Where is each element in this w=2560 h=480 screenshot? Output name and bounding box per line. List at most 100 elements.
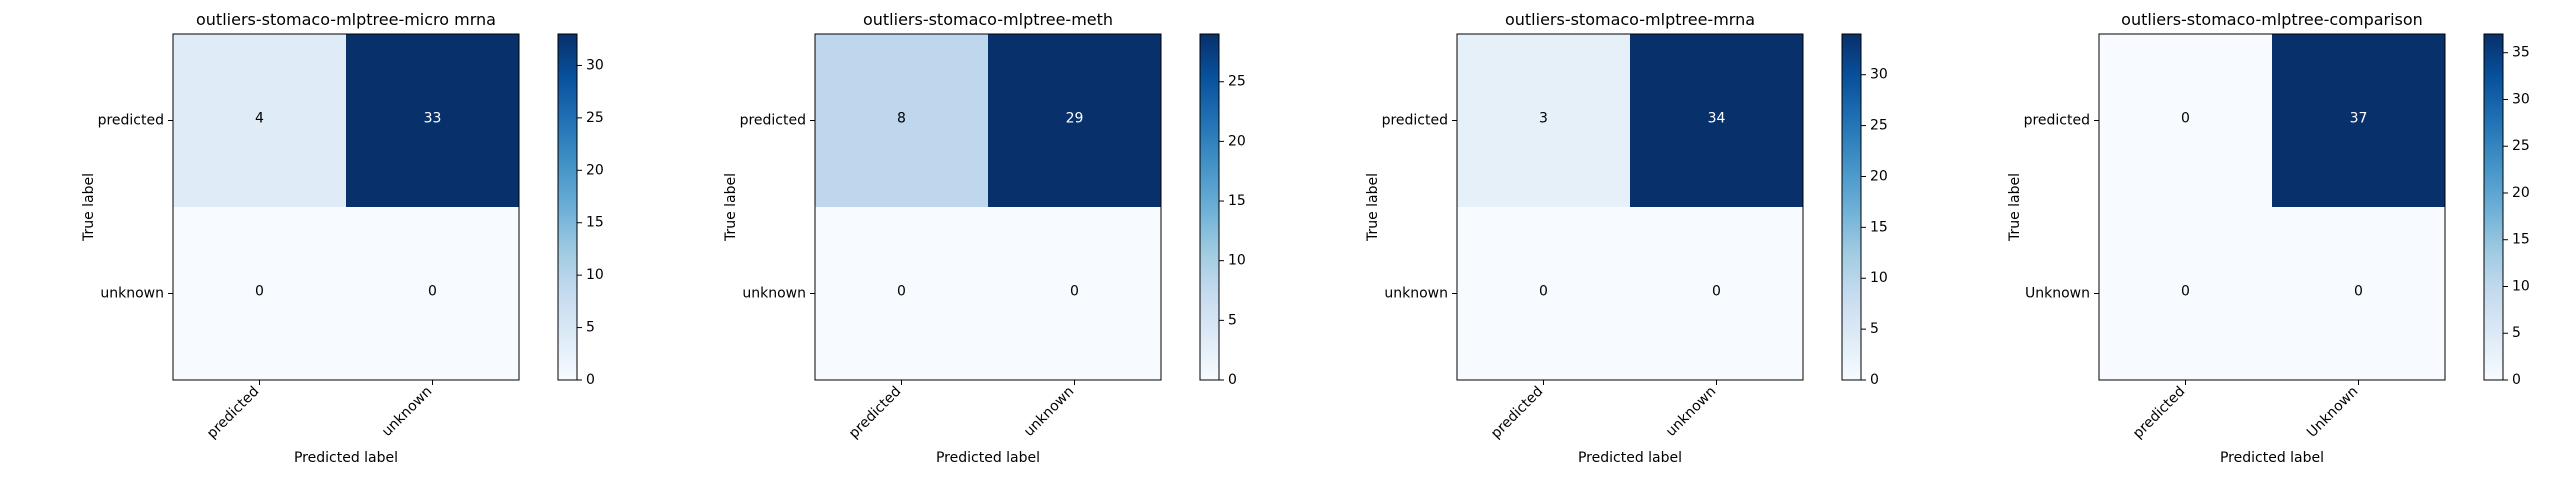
colorbar-gradient [1200,34,1219,380]
y-tick-label: predicted [98,113,164,129]
colorbar-tick-label: 5 [2512,325,2521,341]
colorbar-tick-label: 5 [586,320,595,336]
colorbar-tick-label: 15 [586,215,604,231]
y-axis-label: True label [723,173,739,242]
heatmap-cell [2099,207,2272,380]
y-axis-label: True label [1365,173,1381,242]
colorbar-tick-label: 20 [1870,168,1888,184]
x-tick-label: unknown [1663,384,1719,440]
cell-value-label: 29 [1066,111,1084,127]
cell-value-label: 3 [1539,111,1548,127]
colorbar-gradient [2484,34,2503,380]
colorbar-tick-label: 20 [2512,185,2530,201]
y-tick-label: Unknown [2025,286,2090,302]
heatmap-cell [815,207,988,380]
colorbar-gradient [558,34,577,380]
heatmap-cell [1630,207,1803,380]
y-tick-label: predicted [1382,113,1448,129]
cell-value-label: 0 [2181,111,2190,127]
heatmap-cell [173,207,346,380]
x-tick-label: predicted [846,384,904,442]
colorbar-gradient [1842,34,1861,380]
heatmap-cell [346,34,519,207]
confusion-matrix-panel-1: 4 33 0 0 outliers-stomaco-mlptree-micro mrna… [81,10,604,466]
confusion-matrix-panel-2: 8 29 0 0 outliers-stomaco-mlptree-meth predic… [723,10,1246,466]
cell-value-label: 4 [255,111,264,127]
axes-frame [2098,33,2446,381]
axes-frame [814,33,1162,381]
axes-frame [172,33,520,381]
cell-value-label: 0 [2181,284,2190,300]
colorbar-tick-label: 25 [1870,118,1888,134]
y-tick-label: unknown [1384,286,1448,302]
colorbar-tick-label: 15 [1870,219,1888,235]
colorbar-tick-label: 0 [2512,372,2521,388]
heatmap-cell [1630,34,1803,207]
y-axis-label: True label [81,173,97,242]
colorbar-tick-label: 35 [2512,45,2530,61]
cell-value-label: 0 [428,284,437,300]
colorbar-tick-label: 5 [1228,312,1237,328]
colorbar-tick-label: 0 [1870,372,1879,388]
x-axis-label: Predicted label [1578,450,1682,466]
x-axis-label: Predicted label [294,450,398,466]
x-tick-label: predicted [1488,384,1546,442]
cell-value-label: 37 [2350,111,2368,127]
cell-value-label: 0 [1712,284,1721,300]
cell-value-label: 0 [1539,284,1548,300]
x-tick-label: predicted [2130,384,2188,442]
colorbar-tick-label: 10 [1228,253,1246,269]
y-axis-label: True label [2007,173,2023,242]
colorbar-tick-label: 30 [2512,91,2530,107]
colorbar-tick-label: 20 [586,162,604,178]
heatmap-cell [346,207,519,380]
colorbar-tick-label: 30 [1870,67,1888,83]
y-tick-label: predicted [740,113,806,129]
heatmap-cell [988,34,1161,207]
colorbar-tick-label: 10 [2512,278,2530,294]
colorbar-tick-label: 25 [1228,74,1246,90]
x-tick-label: predicted [204,384,262,442]
cell-value-label: 0 [897,284,906,300]
x-tick-label: unknown [1021,384,1077,440]
heatmap-cell [1457,34,1630,207]
colorbar-frame [1199,33,1220,381]
y-tick-label: predicted [2024,113,2090,129]
colorbar-frame [2483,33,2504,381]
colorbar-frame [557,33,578,381]
colorbar-tick-label: 0 [586,372,595,388]
heatmap-cell [2099,34,2272,207]
cell-value-label: 34 [1708,111,1726,127]
confusion-matrix-panel-3: 3 34 0 0 outliers-stomaco-mlptree-mrna predic… [1365,10,1888,466]
colorbar-tick-label: 30 [586,57,604,73]
heatmap-cell [173,34,346,207]
confusion-matrix-panel-4: 0 37 0 0 outliers-stomaco-mlptree-comparison… [2007,10,2530,466]
colorbar-tick-label: 15 [2512,232,2530,248]
chart-title: outliers-stomaco-mlptree-meth [863,10,1113,29]
colorbar-tick-label: 15 [1228,193,1246,209]
colorbar-frame [1841,33,1862,381]
colorbar-tick-label: 10 [586,267,604,283]
x-tick-label: Unknown [2304,384,2361,441]
chart-title: outliers-stomaco-mlptree-mrna [1505,10,1755,29]
y-tick-label: unknown [742,286,806,302]
colorbar-tick-label: 10 [1870,270,1888,286]
heatmap-cell [2272,34,2445,207]
cell-value-label: 0 [255,284,264,300]
colorbar-tick-label: 25 [586,110,604,126]
axes-frame [1456,33,1804,381]
colorbar-tick-label: 20 [1228,133,1246,149]
heatmap-cell [2272,207,2445,380]
chart-title: outliers-stomaco-mlptree-micro mrna [196,10,496,29]
colorbar-tick-label: 5 [1870,321,1879,337]
heatmap-cell [1457,207,1630,380]
colorbar-tick-label: 25 [2512,138,2530,154]
cell-value-label: 33 [424,111,442,127]
colorbar-tick-label: 0 [1228,372,1237,388]
cell-value-label: 8 [897,111,906,127]
heatmap-cell [988,207,1161,380]
x-tick-label: unknown [379,384,435,440]
chart-title: outliers-stomaco-mlptree-comparison [2121,10,2423,29]
heatmap-cell [815,34,988,207]
